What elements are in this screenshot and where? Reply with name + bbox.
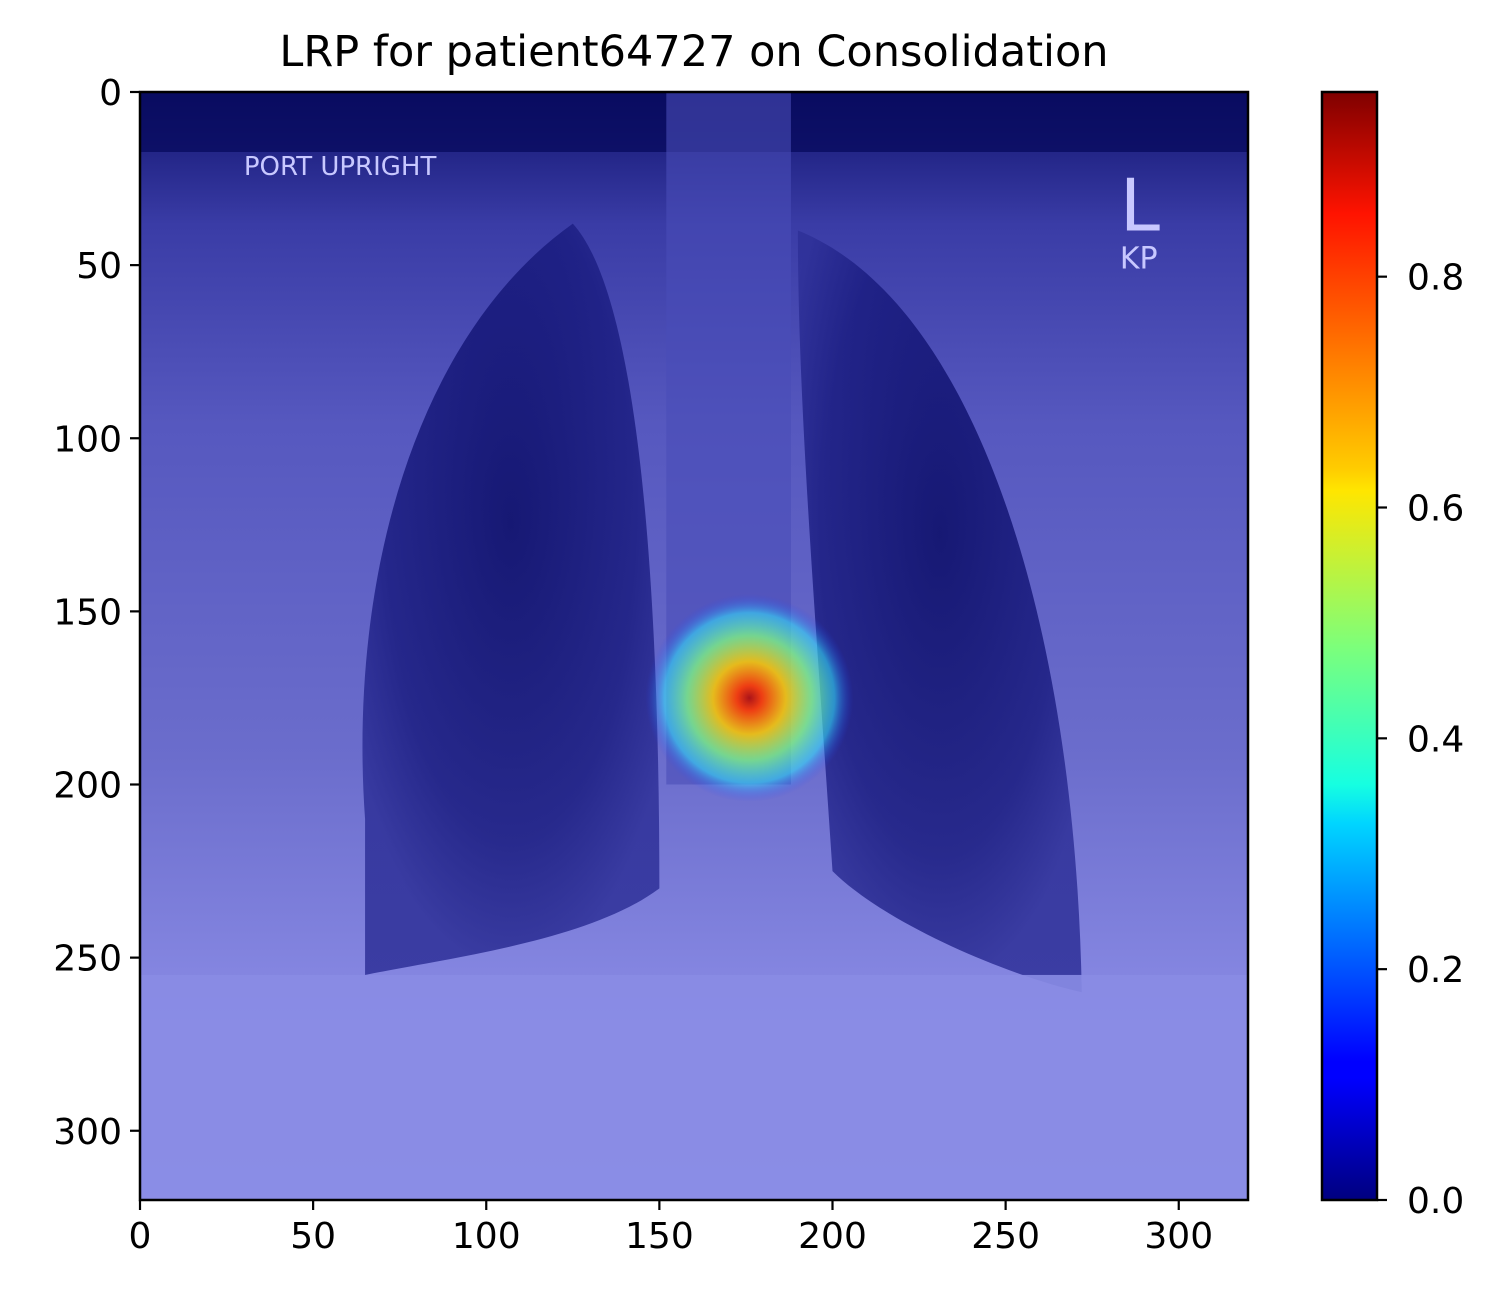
y-axis: 0 50 100 150 200 250 300 <box>53 73 140 1153</box>
right-lung-field <box>797 230 1082 993</box>
x-axis: 0 50 100 150 200 250 300 <box>129 1200 1213 1257</box>
lrp-hotspot <box>645 594 854 802</box>
y-tick-label: 200 <box>53 766 122 807</box>
x-tick-label: 250 <box>971 1216 1040 1257</box>
y-tick-label: 150 <box>53 592 122 633</box>
y-tick-label: 300 <box>53 1112 122 1153</box>
left-lung-field <box>362 223 660 975</box>
colorbar-axis: 0.0 0.2 0.4 0.6 0.8 <box>1377 258 1464 1222</box>
x-tick-label: 50 <box>290 1216 336 1257</box>
xray-label-port-upright: PORT UPRIGHT <box>244 152 437 182</box>
y-tick-label: 0 <box>99 73 122 114</box>
colorbar: 0.0 0.2 0.4 0.6 0.8 <box>1320 90 1464 1222</box>
heatmap-image: PORT UPRIGHT L KP <box>140 92 1248 1200</box>
x-tick-label: 0 <box>129 1216 152 1257</box>
x-tick-label: 200 <box>798 1216 867 1257</box>
colorbar-tick-label: 0.6 <box>1407 489 1464 530</box>
x-tick-label: 100 <box>452 1216 521 1257</box>
xray-label-kp: KP <box>1120 242 1158 277</box>
xray-label-l: L <box>1120 164 1160 248</box>
y-tick-label: 100 <box>53 419 122 460</box>
diaphragm-region <box>140 974 1248 1200</box>
x-tick-label: 150 <box>625 1216 694 1257</box>
colorbar-tick-label: 0.4 <box>1407 719 1464 760</box>
colorbar-tick-label: 0.2 <box>1407 950 1464 991</box>
plot-frame <box>138 90 1250 1202</box>
chart-title: LRP for patient64727 on Consolidation <box>279 27 1108 77</box>
colorbar-tick-label: 0.8 <box>1407 258 1464 299</box>
y-tick-label: 50 <box>76 246 122 287</box>
y-tick-label: 250 <box>53 939 122 980</box>
colorbar-tick-label: 0.0 <box>1407 1181 1464 1222</box>
colorbar-gradient <box>1320 90 1379 1202</box>
x-tick-label: 300 <box>1144 1216 1213 1257</box>
